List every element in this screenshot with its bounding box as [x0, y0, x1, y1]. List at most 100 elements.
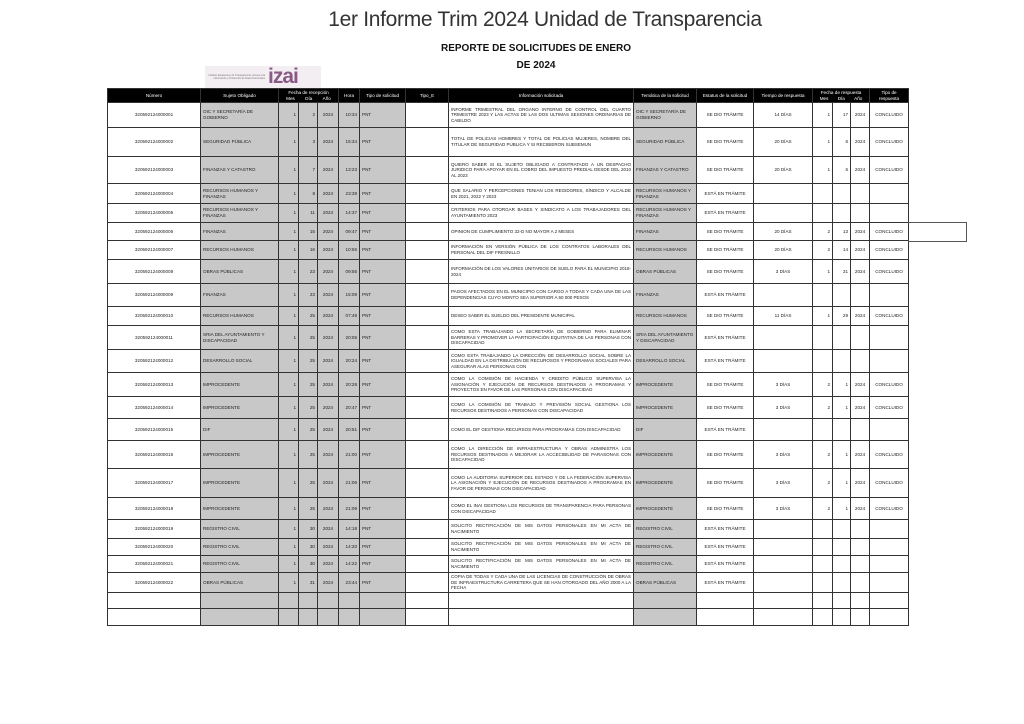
cell-r-dia — [832, 418, 852, 441]
cell-tiempo — [753, 325, 814, 350]
cell-numero: 320592124000016 — [107, 440, 201, 469]
cell-numero: 320592124000001 — [107, 102, 201, 128]
cell-r-anio — [850, 538, 871, 556]
cell-tematica: IMPROCEDENTE — [633, 396, 698, 419]
cell-tematica — [633, 608, 698, 626]
cell-dia: 30 — [298, 555, 318, 573]
cell-estatus: ESTÁ EN TRÁMITE — [696, 418, 755, 441]
cell-r-dia — [832, 555, 852, 573]
cell-hora: 14:22 — [338, 555, 361, 573]
cell-tipo: PNT — [359, 372, 407, 397]
cell-sujeto: RECURSOS HUMANOS Y FINANZAS — [200, 183, 279, 204]
cell-r-mes — [812, 592, 834, 609]
cell-tipo-resp — [869, 572, 910, 593]
cell-sujeto: DESARROLLO SOCIAL — [200, 349, 279, 373]
logo-text: izai — [268, 65, 299, 88]
cell-hora: 20:05 — [338, 325, 361, 350]
cell-numero: 320592124000015 — [107, 418, 201, 441]
col-dia: Día — [305, 95, 313, 101]
cell-tipo-e — [405, 259, 450, 284]
cell-r-dia: 17 — [832, 102, 852, 128]
cell-dia: 23 — [298, 259, 318, 284]
cell-info: COMO EL DIF GESTIONA RECURSOS PARA PROGR… — [448, 418, 635, 441]
cell-tipo: PNT — [359, 240, 407, 260]
cell-r-anio — [850, 418, 871, 441]
col-mes: Mes — [286, 95, 295, 101]
cell-info: INFORMACIÓN DE LOS VALORES UNITARIOS DE … — [448, 259, 635, 284]
cell-dia: 25 — [298, 468, 318, 498]
cell-tipo: PNT — [359, 156, 407, 184]
cell-anio: 2024 — [316, 259, 340, 284]
cell-tematica: FINANZAS Y CATASTRO — [633, 156, 698, 184]
cell-tipo-e — [405, 497, 450, 520]
cell-mes: 1 — [278, 572, 299, 593]
cell-r-anio — [850, 592, 871, 609]
table-row — [107, 608, 910, 626]
cell-hora: 09:47 — [338, 222, 361, 241]
cell-r-dia: 6 — [832, 156, 852, 184]
cell-sujeto: DIF — [200, 418, 279, 441]
cell-r-anio: 2024 — [850, 127, 871, 157]
cell-r-dia — [832, 592, 852, 609]
cell-numero: 320592124000018 — [107, 497, 201, 520]
cell-tipo-resp: CONCLUIDO — [869, 396, 910, 419]
cell-tematica: IMPROCEDENTE — [633, 468, 698, 498]
cell-hora: 10:34 — [338, 102, 361, 128]
cell-mes: 1 — [278, 283, 299, 307]
cell-r-dia — [832, 608, 852, 626]
cell-sujeto: RECURSOS HUMANOS — [200, 240, 279, 260]
cell-r-mes — [812, 183, 834, 204]
cell-tipo: PNT — [359, 183, 407, 204]
cell-r-mes: 2 — [812, 440, 834, 469]
cell-tipo-e — [405, 127, 450, 157]
cell-tipo: PNT — [359, 519, 407, 539]
cell-numero: 320592124000008 — [107, 259, 201, 284]
cell-tipo-e — [405, 592, 450, 609]
cell-tipo-e — [405, 156, 450, 184]
cell-sujeto: IMPROCEDENTE — [200, 396, 279, 419]
cell-estatus: ESTÁ EN TRÁMITE — [696, 538, 755, 556]
cell-estatus — [696, 592, 755, 609]
cell-r-anio — [850, 572, 871, 593]
cell-r-dia — [832, 325, 852, 350]
cell-sujeto: REGISTRO CIVIL — [200, 538, 279, 556]
cell-tiempo — [753, 349, 814, 373]
cell-numero: 320592124000010 — [107, 306, 201, 326]
cell-r-mes: 2 — [812, 497, 834, 520]
cell-r-mes: 2 — [812, 222, 834, 241]
cell-info: OPINION DE CUMPLIMIENTO 32-D NO MAYOR A … — [448, 222, 635, 241]
cell-anio: 2024 — [316, 372, 340, 397]
cell-tematica: REGISTRO CIVIL — [633, 555, 698, 573]
cell-tematica: IMPROCEDENTE — [633, 440, 698, 469]
cell-r-dia — [832, 203, 852, 223]
cell-tipo-resp — [869, 608, 910, 626]
cell-hora — [338, 592, 361, 609]
cell-tipo-resp: CONCLUIDO — [869, 372, 910, 397]
cell-tipo-e — [405, 418, 450, 441]
cell-tipo: PNT — [359, 572, 407, 593]
cell-mes: 1 — [278, 156, 299, 184]
report-title-line1: REPORTE DE SOLICITUDES DE ENERO — [440, 43, 632, 54]
cell-info: COMO EL INAI GESTIONA LOS RECURSOS DE TR… — [448, 497, 635, 520]
cell-anio: 2024 — [316, 306, 340, 326]
cell-info: COMO LA AUDITORIA SUPERIOR DEL ESTADO Y … — [448, 468, 635, 498]
cell-sujeto: OBRAS PÚBLICAS — [200, 259, 279, 284]
cell-estatus: SE DIO TRÁMITE — [696, 497, 755, 520]
cell-estatus: SE DIO TRÁMITE — [696, 240, 755, 260]
table-row: 320592124000010 RECURSOS HUMANOS 1 25 2024 07… — [107, 306, 910, 326]
cell-estatus: SE DIO TRÁMITE — [696, 156, 755, 184]
col-fecha-recepcion: Fecha de recepción Mes Día Año — [277, 88, 340, 103]
col-r-dia: Día — [837, 95, 845, 101]
cell-tematica: RECURSOS HUMANOS — [633, 240, 698, 260]
cell-r-mes: 1 — [812, 306, 834, 326]
cell-anio — [316, 608, 340, 626]
cell-r-dia — [832, 519, 852, 539]
cell-tipo-e — [405, 283, 450, 307]
cell-r-mes — [812, 519, 834, 539]
cell-r-dia: 1 — [832, 440, 852, 469]
cell-r-anio: 2024 — [850, 440, 871, 469]
cell-estatus: ESTÁ EN TRÁMITE — [696, 203, 755, 223]
cell-hora: 21:00 — [338, 440, 361, 469]
cell-tiempo: 11 DÍAS — [753, 306, 814, 326]
cell-r-mes — [812, 538, 834, 556]
